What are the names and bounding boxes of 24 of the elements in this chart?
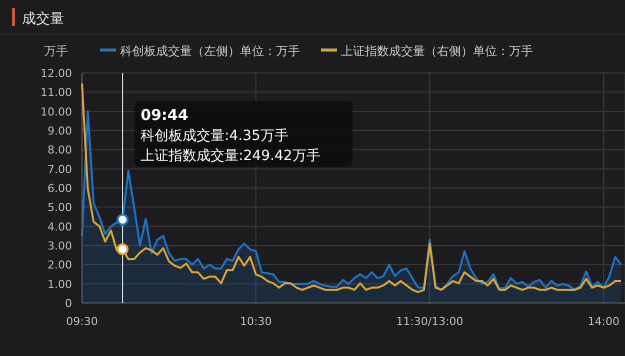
y-tick-label: 8.00 [48, 144, 72, 157]
x-tick-label: 10:30 [240, 315, 272, 328]
y-tick-label: 4.00 [48, 220, 72, 234]
x-tick-label: 11:30/13:00 [396, 315, 464, 328]
y-axis-title: 万手 [44, 44, 68, 58]
y-tick-label: 2.00 [48, 258, 72, 272]
y-tick-label: 12.00 [40, 67, 72, 80]
y-tick-label: 1.00 [48, 278, 72, 291]
chart-title: 成交量 [22, 11, 64, 27]
y-tick-label: 10.00 [40, 105, 72, 118]
legend-label: 上证指数成交量（右侧）单位：万手 [341, 44, 533, 58]
annotation: 科创板成交量:4.35万手 [140, 128, 288, 144]
y-tick-label: 9.00 [48, 124, 72, 138]
legend-label: 科创板成交量（左侧）单位：万手 [120, 44, 300, 58]
y-tick-label: 6.00 [48, 182, 72, 195]
y-tick-label: 5.00 [48, 201, 72, 214]
y-tick-label: 0 [65, 297, 72, 310]
annotation: 09:44 [140, 106, 188, 124]
y-tick-label: 3.00 [48, 240, 72, 252]
x-tick-label: 09:30 [66, 315, 98, 328]
annotation: 上证指数成交量:249.42万手 [140, 148, 320, 164]
x-tick-label: 14:00 [588, 315, 620, 328]
y-tick-label: 7.00 [48, 162, 72, 176]
y-tick-label: 11.00 [40, 86, 72, 100]
